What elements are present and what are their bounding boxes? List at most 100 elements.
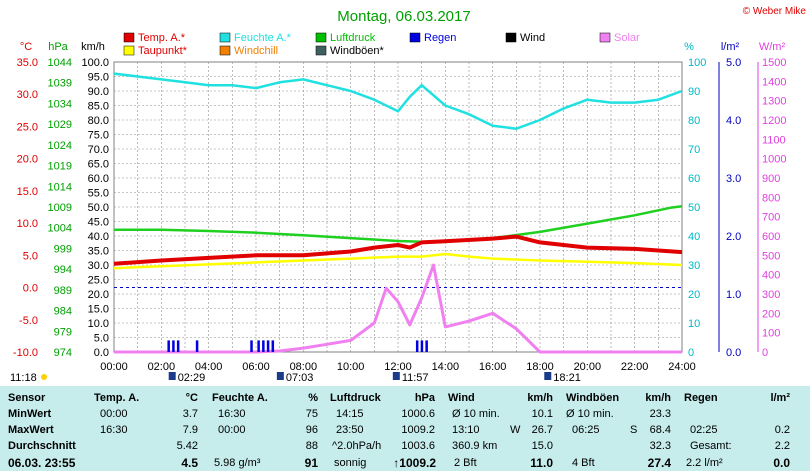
sun-label: 02:29	[178, 372, 206, 384]
tick-x: 02:00	[148, 361, 176, 373]
hdr-sensor: Sensor	[8, 392, 46, 404]
rain-bar	[266, 340, 270, 352]
series-humidity	[113, 72, 683, 130]
moon-icon	[276, 372, 284, 380]
now-wind: 11.0	[530, 456, 553, 470]
tick-temp: 20.0	[17, 154, 38, 166]
tick-temp: 10.0	[17, 218, 38, 230]
tick-humidity: 100	[688, 57, 706, 69]
hdr-press: Luftdruck	[330, 392, 381, 404]
sun-marks: 11:18 02:29 07:03 11:57 18:21	[10, 372, 581, 384]
tick-solar: 400	[762, 270, 780, 282]
tick-x: 04:00	[195, 361, 223, 373]
max-press: 1009.2	[401, 424, 435, 436]
legend-swatch	[123, 32, 135, 43]
max-wind-dir: W	[510, 424, 521, 436]
avg-rain-label: Gesamt:	[690, 440, 732, 452]
max-temp-time: 16:30	[100, 424, 128, 436]
max-rain: 0.2	[774, 424, 790, 436]
max-gust-time: 06:25	[572, 424, 600, 436]
tick-wind: 75.0	[88, 130, 109, 142]
legend-swatch	[219, 45, 231, 56]
avg-hum: 88	[305, 440, 318, 452]
tick-solar: 500	[762, 250, 780, 262]
tick-wind: 15.0	[88, 304, 109, 316]
hdr-wind: Wind	[448, 392, 475, 404]
hdr-gust: Windböen	[566, 392, 620, 404]
tick-solar: 800	[762, 192, 780, 204]
now-weather: sonnig	[334, 457, 367, 469]
statistics-table: Sensor Temp. A. °C Feuchte A. % Luftdruc…	[0, 386, 810, 471]
tick-pressure: 999	[54, 243, 72, 255]
tick-wind: 100.0	[81, 57, 109, 69]
tick-rain: 3.0	[726, 173, 741, 185]
legend-label: Windchill	[234, 45, 278, 57]
legend-label: Wind	[520, 32, 545, 44]
legend-swatch	[123, 45, 135, 56]
tick-humidity: 0	[688, 347, 694, 359]
now-abs-hum: 5.98 g/m³	[214, 457, 261, 469]
tick-pressure: 1019	[48, 161, 72, 173]
avg-gust: 32.3	[649, 440, 671, 452]
tick-wind: 50.0	[88, 202, 109, 214]
now-wind-bft: 2 Bft	[454, 457, 477, 469]
tick-humidity: 80	[688, 115, 700, 127]
min-wind-label: Ø 10 min.	[452, 408, 500, 420]
legend-swatch	[409, 32, 421, 43]
tick-pressure: 1029	[48, 119, 72, 131]
tick-pressure: 984	[54, 306, 72, 318]
avg-rain: 2.2	[774, 440, 790, 452]
tick-x: 16:00	[479, 361, 507, 373]
min-press: 1000.6	[401, 408, 435, 420]
tick-solar: 1500	[762, 57, 786, 69]
tick-rain: 1.0	[726, 289, 741, 301]
tick-solar: 0	[762, 347, 768, 359]
tick-wind: 40.0	[88, 231, 109, 243]
tick-solar: 900	[762, 173, 780, 185]
row-now-label: 06.03. 23:55	[8, 456, 76, 470]
tick-wind: 5.0	[94, 333, 109, 345]
tick-x: 22:00	[621, 361, 649, 373]
now-press: ↑1009.2	[393, 456, 436, 470]
tick-wind: 10.0	[88, 318, 109, 330]
tick-pressure: 1024	[48, 140, 72, 152]
avg-temp: 5.42	[176, 440, 198, 452]
tick-pressure: 1009	[48, 202, 72, 214]
weather-chart: Montag, 06.03.2017 © Weber Mike Temp. A.…	[10, 6, 806, 384]
tick-solar: 200	[762, 308, 780, 320]
tick-rain: 2.0	[726, 231, 741, 243]
min-temp: 3.7	[182, 408, 198, 420]
sun-label: 18:21	[553, 372, 581, 384]
series-temperature	[113, 234, 683, 266]
series-solar	[114, 263, 682, 354]
tick-wind: 65.0	[88, 159, 109, 171]
legend-swatch	[599, 32, 611, 43]
min-temp-time: 00:00	[100, 408, 128, 420]
tick-temp: 15.0	[17, 186, 38, 198]
min-hum-time: 16:30	[218, 408, 246, 420]
now-temp: 4.5	[181, 456, 198, 470]
tick-humidity: 90	[688, 86, 700, 98]
row-avg-label: Durchschnitt	[8, 440, 76, 452]
legend: Temp. A.* Feuchte A.* Luftdruck Regen Wind So…	[123, 32, 640, 57]
tick-solar: 300	[762, 289, 780, 301]
legend-label: Feuchte A.*	[234, 32, 292, 44]
min-hum: 75	[305, 408, 318, 420]
moon-icon	[392, 372, 400, 380]
tick-wind: 55.0	[88, 188, 109, 200]
legend-swatch	[505, 32, 517, 43]
tick-pressure: 994	[54, 264, 72, 276]
chart-title: Montag, 06.03.2017	[337, 8, 470, 25]
tick-pressure: 1004	[48, 223, 72, 235]
tick-solar: 1300	[762, 96, 786, 108]
sun-icon	[41, 374, 47, 380]
series-dewpoint	[113, 252, 683, 270]
axis-ticks: 35.0 30.0 25.0 20.0 15.0 10.0 5.0 0.0 -5.0 -10.0 1…	[13, 57, 787, 373]
tick-wind: 0.0	[94, 347, 109, 359]
tick-wind: 20.0	[88, 289, 109, 301]
tick-wind: 30.0	[88, 260, 109, 272]
tick-x: 06:00	[242, 361, 270, 373]
legend-swatch	[219, 32, 231, 43]
tick-temp: 25.0	[17, 121, 38, 133]
legend-label: Windböen*	[330, 45, 385, 57]
